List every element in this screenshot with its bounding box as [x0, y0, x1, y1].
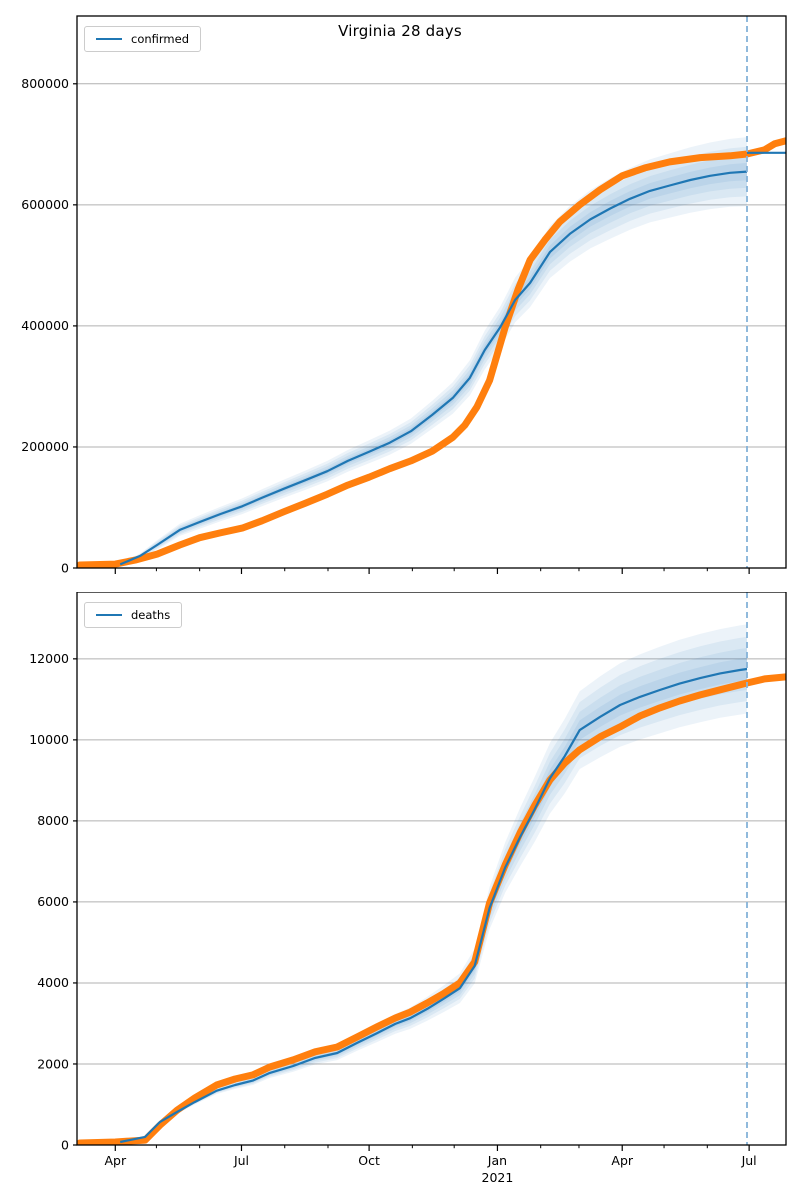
deaths-chart-canvas: 0 2000 4000 6000 8000 10000 12000 Apr Jul Oct Jan 2… [29, 592, 787, 1185]
confirmed-y-tick-label: 0 [61, 560, 69, 575]
confirmed-y-tick-label: 200000 [21, 439, 69, 454]
deaths-y-tick-label: 4000 [37, 975, 69, 990]
confirmed-y-tick-label: 600000 [21, 197, 69, 212]
deaths-legend-line-icon [96, 613, 122, 617]
confirmed-y-tick-label: 400000 [21, 318, 69, 333]
x-tick-label: Apr [611, 1153, 633, 1168]
x-tick-label: Oct [358, 1153, 380, 1168]
deaths-axes-spines [76, 592, 787, 1146]
x-tick-label: Apr [104, 1153, 126, 1168]
confirmed-confidence-band [120, 146, 747, 566]
confirmed-axes-spines [76, 15, 787, 569]
deaths-y-tick-label: 8000 [37, 813, 69, 828]
x-axis-year-label: 2021 [482, 1170, 514, 1185]
deaths-y-tick-label: 12000 [29, 651, 69, 666]
deaths-plot-area [77, 624, 786, 1145]
deaths-confidence-band [120, 624, 747, 1143]
confirmed-y-tick-label: 800000 [21, 76, 69, 91]
confirmed-fit-line [119, 170, 748, 566]
confirmed-legend-line-icon [96, 37, 122, 41]
confirmed-legend: confirmed [84, 26, 201, 52]
confirmed-confidence-band [120, 162, 747, 565]
deaths-confidence-band [120, 636, 747, 1143]
deaths-y-tick-label: 10000 [29, 732, 69, 747]
deaths-legend: deaths [84, 602, 183, 628]
confirmed-actual-line [77, 137, 786, 568]
deaths-actual-line [77, 673, 786, 1145]
deaths-y-tick-label: 2000 [37, 1056, 69, 1071]
confirmed-plot-area [77, 137, 786, 568]
figure-title: Virginia 28 days [338, 22, 462, 40]
confirmed-legend-label: confirmed [131, 32, 189, 46]
x-tick-label: Jul [741, 1153, 757, 1168]
deaths-fit-line [119, 667, 748, 1144]
x-tick-label: Jan [487, 1153, 507, 1168]
deaths-y-tick-label: 0 [61, 1137, 69, 1152]
deaths-legend-label: deaths [131, 608, 171, 622]
confirmed-chart-canvas: 0 200000 400000 600000 800000 [21, 15, 787, 575]
deaths-y-tick-label: 6000 [37, 894, 69, 909]
confirmed-confidence-band [120, 155, 747, 565]
x-tick-label: Jul [233, 1153, 249, 1168]
confirmed-confidence-band [120, 137, 747, 566]
